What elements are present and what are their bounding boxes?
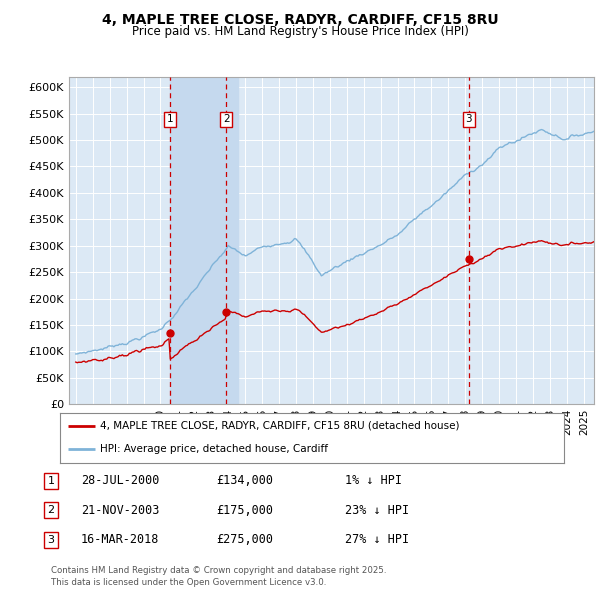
Text: Price paid vs. HM Land Registry's House Price Index (HPI): Price paid vs. HM Land Registry's House … xyxy=(131,25,469,38)
Text: £134,000: £134,000 xyxy=(216,474,273,487)
Text: 28-JUL-2000: 28-JUL-2000 xyxy=(81,474,160,487)
Text: 4, MAPLE TREE CLOSE, RADYR, CARDIFF, CF15 8RU: 4, MAPLE TREE CLOSE, RADYR, CARDIFF, CF1… xyxy=(101,13,499,27)
Text: Contains HM Land Registry data © Crown copyright and database right 2025.
This d: Contains HM Land Registry data © Crown c… xyxy=(51,566,386,587)
Text: HPI: Average price, detached house, Cardiff: HPI: Average price, detached house, Card… xyxy=(100,444,328,454)
Text: 3: 3 xyxy=(47,535,55,545)
Text: 16-MAR-2018: 16-MAR-2018 xyxy=(81,533,160,546)
Text: £275,000: £275,000 xyxy=(216,533,273,546)
Bar xyxy=(170,77,238,404)
Text: 21-NOV-2003: 21-NOV-2003 xyxy=(81,504,160,517)
Text: 2: 2 xyxy=(223,114,230,124)
Text: 27% ↓ HPI: 27% ↓ HPI xyxy=(345,533,409,546)
Text: 1: 1 xyxy=(47,476,55,486)
Text: 4, MAPLE TREE CLOSE, RADYR, CARDIFF, CF15 8RU (detached house): 4, MAPLE TREE CLOSE, RADYR, CARDIFF, CF1… xyxy=(100,421,460,431)
Text: 23% ↓ HPI: 23% ↓ HPI xyxy=(345,504,409,517)
Text: 3: 3 xyxy=(466,114,472,124)
Text: 1% ↓ HPI: 1% ↓ HPI xyxy=(345,474,402,487)
Text: 1: 1 xyxy=(166,114,173,124)
Text: 2: 2 xyxy=(47,506,55,515)
Text: £175,000: £175,000 xyxy=(216,504,273,517)
